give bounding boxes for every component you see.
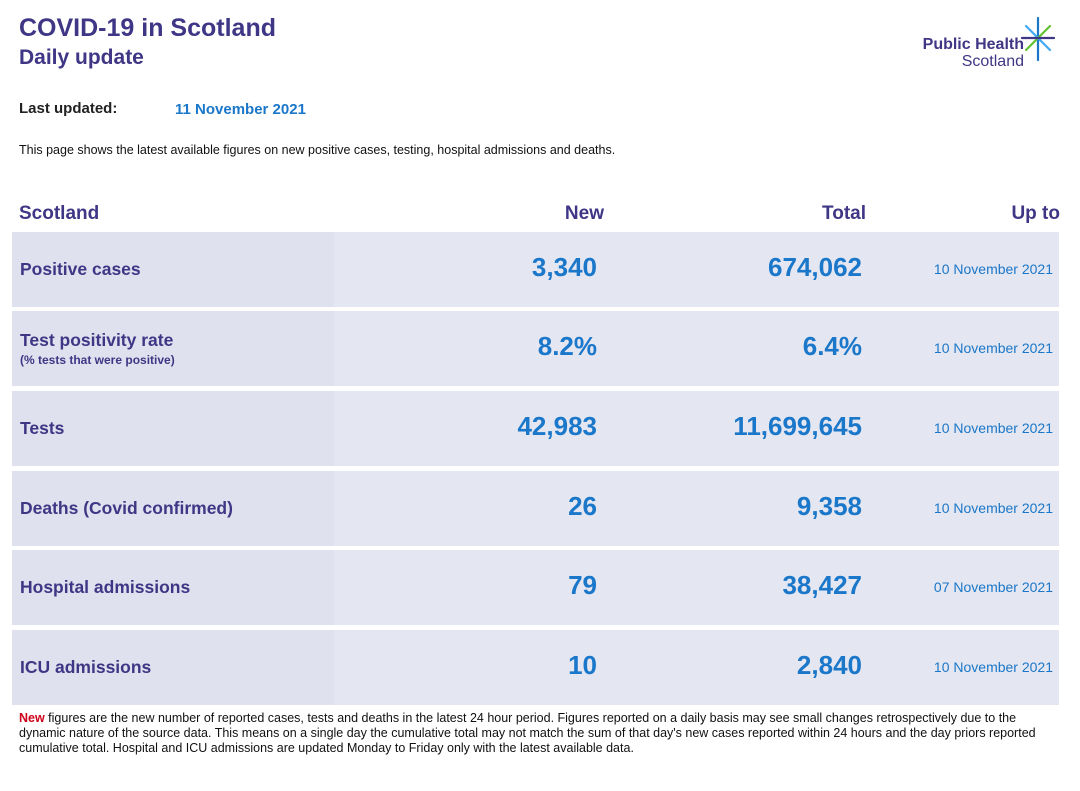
page-title: COVID-19 in Scotland [19, 14, 276, 42]
page-subtitle: Daily update [19, 46, 144, 69]
row-new-value: 42,983 [517, 411, 597, 441]
table-row-hospital-admissions: Hospital admissions 79 38,427 07 Novembe… [12, 550, 1059, 625]
table-row-positive-cases: Positive cases 3,340 674,062 10 November… [12, 232, 1059, 307]
footnote-text: figures are the new number of reported c… [19, 711, 1036, 755]
row-label-cell [12, 471, 334, 546]
row-label: Hospital admissions [20, 577, 191, 597]
row-new-value: 10 [568, 650, 597, 680]
row-new-value: 8.2% [537, 331, 597, 361]
row-up-to: 10 November 2021 [933, 261, 1053, 277]
row-label: Deaths (Covid confirmed) [20, 498, 233, 518]
row-up-to: 10 November 2021 [933, 340, 1053, 356]
row-up-to: 10 November 2021 [933, 500, 1053, 516]
last-updated-label: Last updated: [19, 100, 118, 117]
logo-line-2: Scotland [961, 53, 1024, 70]
row-total-value: 38,427 [782, 570, 862, 600]
row-sublabel: (% tests that were positive) [20, 353, 175, 367]
row-up-to: 10 November 2021 [933, 420, 1053, 436]
row-label: ICU admissions [20, 657, 152, 677]
row-total-value: 9,358 [796, 491, 862, 521]
footnote: New figures are the new number of report… [19, 711, 1059, 756]
table-row-icu-admissions: ICU admissions 10 2,840 10 November 2021 [12, 630, 1059, 705]
row-total-value: 674,062 [768, 252, 862, 282]
row-label-cell [12, 630, 334, 705]
logo-line-1: Public Health [922, 36, 1024, 53]
row-new-value: 79 [568, 570, 597, 600]
header-region: Scotland [19, 203, 100, 224]
row-up-to: 07 November 2021 [933, 579, 1053, 595]
row-label: Tests [20, 418, 65, 438]
table-row-deaths: Deaths (Covid confirmed) 26 9,358 10 Nov… [12, 471, 1059, 546]
row-total-value: 11,699,645 [733, 411, 862, 441]
row-total-value: 2,840 [796, 650, 862, 680]
header-up-to: Up to [1011, 203, 1060, 224]
table-row-tests: Tests 42,983 11,699,645 10 November 2021 [12, 391, 1059, 466]
row-label-cell [12, 232, 334, 307]
header-total: Total [822, 203, 866, 224]
row-label: Positive cases [20, 259, 141, 279]
row-new-value: 26 [568, 491, 597, 521]
row-total-value: 6.4% [802, 331, 862, 361]
row-label-cell [12, 311, 334, 386]
row-label: Test positivity rate [20, 330, 174, 350]
phs-star-icon [1020, 16, 1056, 62]
row-label-cell [12, 550, 334, 625]
phs-logo: Public Health Scotland [916, 16, 1056, 76]
header-new: New [564, 203, 604, 224]
row-up-to: 10 November 2021 [933, 659, 1053, 675]
row-label-cell [12, 391, 334, 466]
footnote-highlight: New [19, 711, 45, 725]
intro-text: This page shows the latest available fig… [19, 143, 616, 157]
row-new-value: 3,340 [531, 252, 597, 282]
last-updated-value: 11 November 2021 [175, 101, 306, 118]
table-row-test-positivity: Test positivity rate (% tests that were … [12, 311, 1059, 386]
